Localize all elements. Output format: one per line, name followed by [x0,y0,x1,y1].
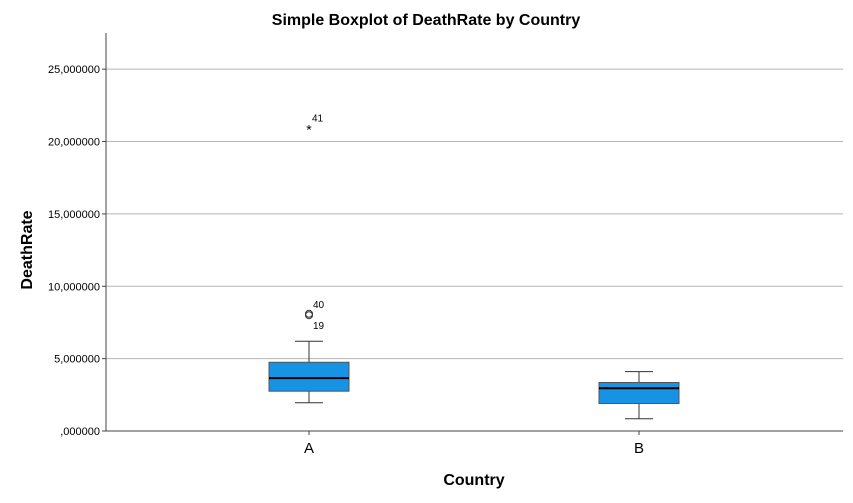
y-tick-label: 20,000000 [48,137,100,149]
y-tick-label: 25,000000 [48,64,100,76]
outlier-point [305,311,313,320]
y-tick-labels: ,000000 5,000000 10,000000 15,000000 20,0000… [48,64,100,438]
y-tick-label: 5,000000 [54,354,100,366]
axes [105,33,843,435]
extreme-point: * [306,122,312,138]
y-tick-label: 10,000000 [48,281,100,293]
boxes: 40 19 *41 [268,114,680,420]
iqr-box [598,382,680,405]
x-axis-title: Country [443,472,504,489]
extreme-label: 41 [312,114,324,125]
y-tick-label: 15,000000 [48,209,100,221]
outlier-label: 40 [313,300,325,311]
outlier-label: 19 [313,321,325,332]
box-A: 40 19 *41 [268,114,350,404]
y-axis-title: DeathRate [19,210,36,289]
x-tick-label: A [304,440,314,457]
x-tick-label: B [634,440,644,457]
chart-title: Simple Boxplot of DeathRate by Country [272,12,581,29]
box-B [598,371,680,420]
iqr-box [268,361,350,392]
gridlines [102,68,843,432]
y-tick-label: ,000000 [60,426,100,438]
